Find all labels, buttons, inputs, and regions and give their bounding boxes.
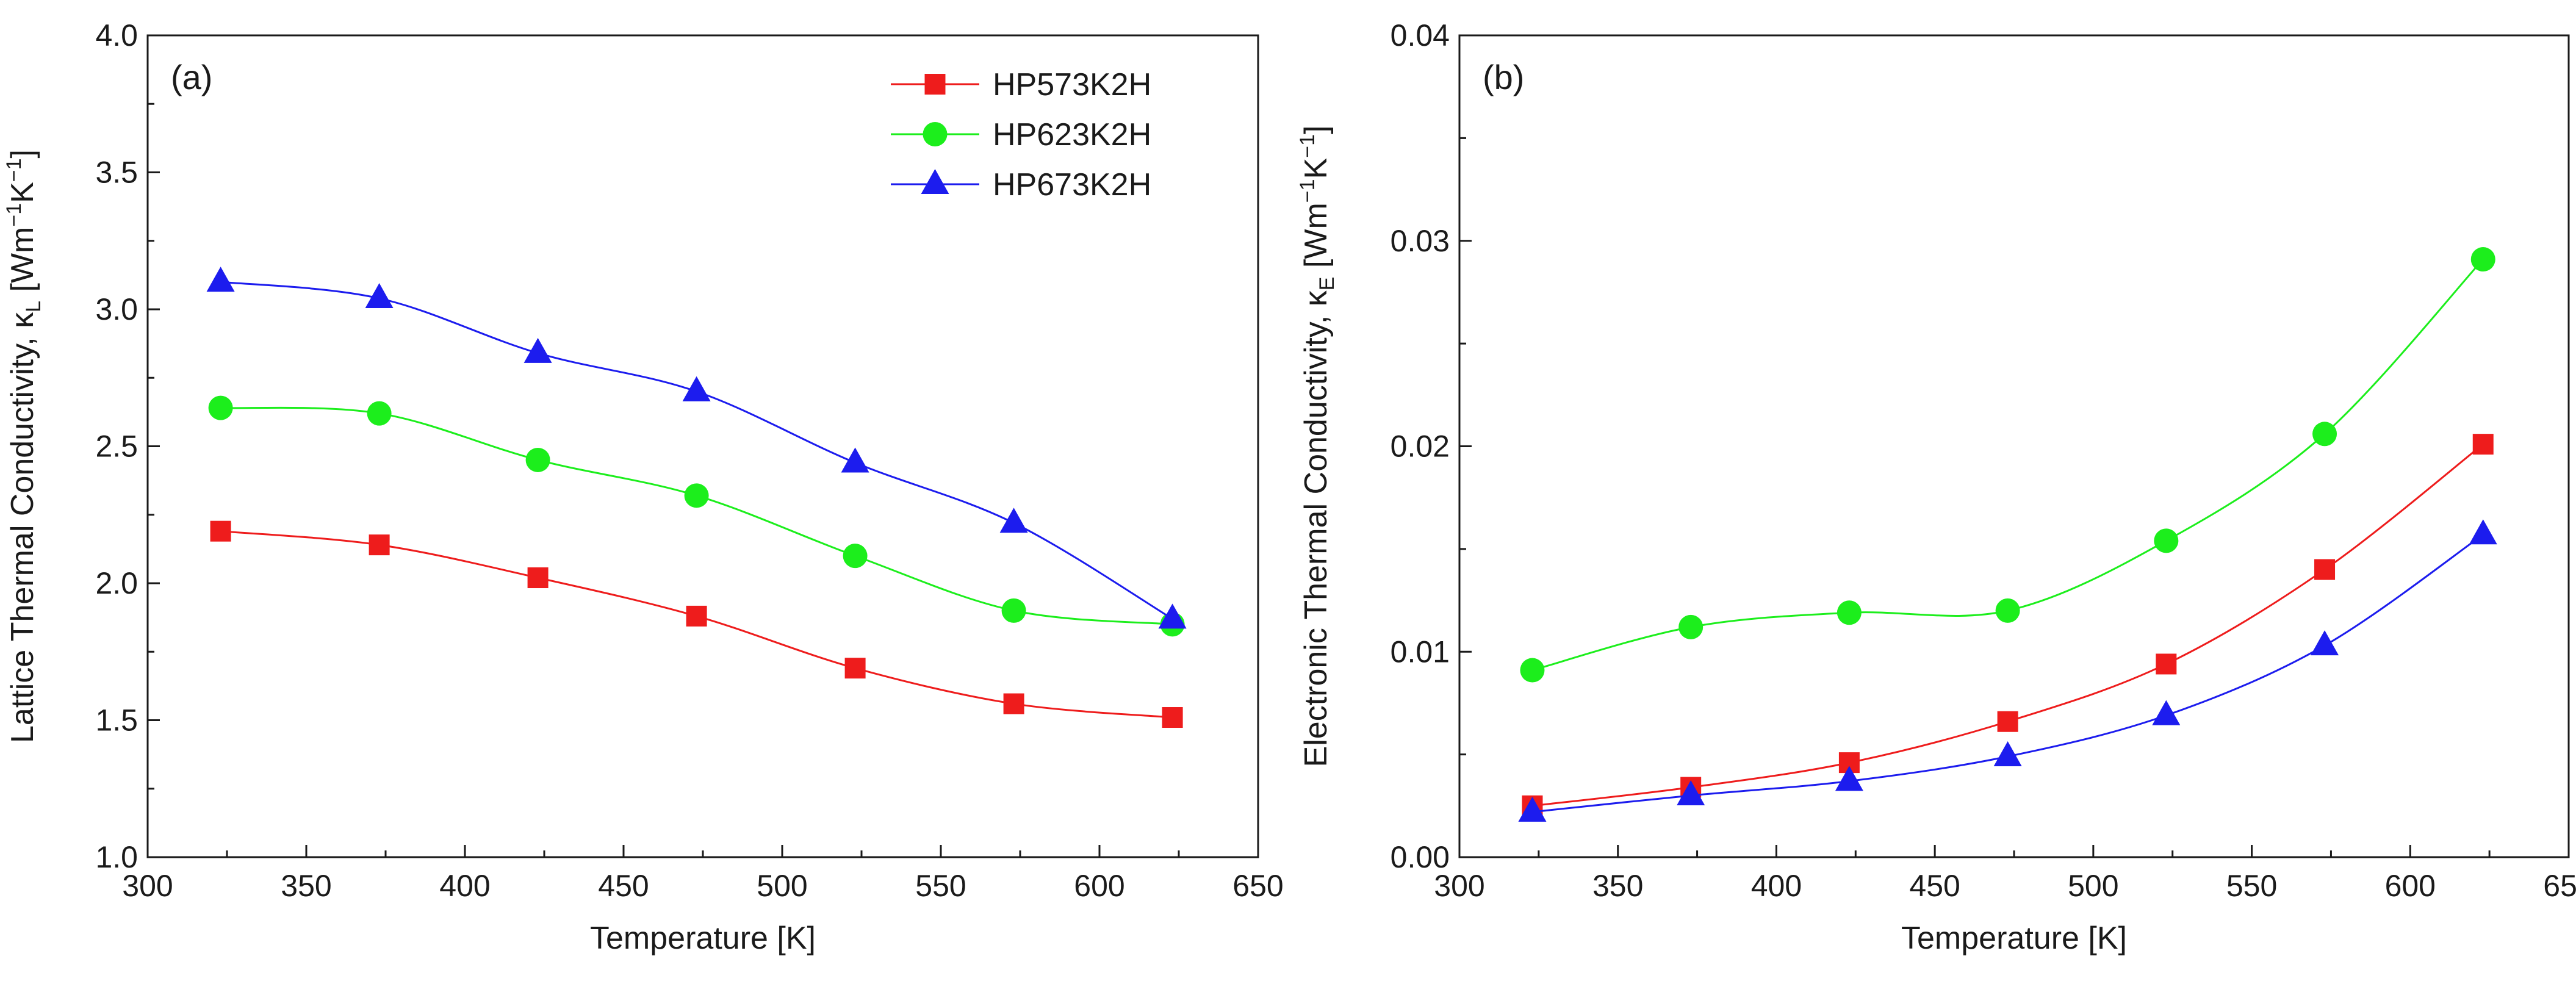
- data-point: [2472, 434, 2494, 455]
- chart-panel-b: 300 350 400 450 500 550 600 650 0.00 0.01 0.02 0.03…: [1296, 18, 2576, 956]
- data-point: [523, 337, 552, 363]
- x-axis-title: Temperature [K]: [590, 921, 816, 956]
- data-point: [2154, 528, 2179, 553]
- x-tick-label: 300: [122, 869, 173, 903]
- data-point: [365, 283, 394, 309]
- legend-marker: [921, 169, 949, 194]
- x-tick-label: 500: [2068, 869, 2118, 903]
- y-axis-title: Electronic Thermal Conductivity, κE [Wm−…: [1296, 126, 1339, 767]
- series-HP623K2H: [208, 395, 1185, 637]
- data-point: [686, 605, 707, 627]
- data-point: [843, 544, 868, 569]
- y-tick-label: 0.01: [1391, 634, 1450, 669]
- legend: HP573K2H HP623K2H HP673K2H: [891, 67, 1151, 203]
- data-point: [1520, 658, 1545, 683]
- data-point: [2152, 700, 2181, 725]
- y-tick-label: 3.0: [95, 292, 138, 326]
- x-tick-label: 400: [1751, 869, 1802, 903]
- data-point: [2312, 422, 2337, 447]
- chart-panel-a: 300 350 400 450 500 550 600 650 1.0 1.5 2.0 2.5 3.0 3…: [2, 18, 1284, 956]
- legend-label: HP673K2H: [993, 167, 1151, 203]
- data-point: [1001, 598, 1026, 623]
- data-point: [2314, 559, 2336, 580]
- y-tick-label: 0.04: [1391, 18, 1450, 52]
- data-point: [367, 401, 392, 426]
- y-tick-label: 0.00: [1391, 840, 1450, 874]
- data-point: [369, 534, 390, 556]
- data-point: [206, 267, 235, 292]
- x-tick-label: 600: [2385, 869, 2436, 903]
- legend-label: HP623K2H: [993, 117, 1151, 153]
- x-tick-label: 450: [598, 869, 649, 903]
- data-point: [1158, 603, 1187, 629]
- panel-label: (a): [171, 58, 212, 96]
- data-point: [999, 508, 1028, 533]
- y-tick-label: 1.0: [95, 840, 138, 874]
- plot-frame: [146, 34, 1259, 858]
- data-point: [1518, 796, 1547, 822]
- data-point: [2470, 247, 2495, 272]
- y-axis-title: Lattice Thermal Conductivity, κL [Wm−1K−…: [2, 149, 45, 743]
- x-tick-label: 550: [2226, 869, 2277, 903]
- series-line: [220, 281, 1173, 620]
- data-point: [841, 447, 869, 473]
- series-HP673K2H: [1518, 519, 2497, 822]
- legend-marker: [924, 74, 946, 95]
- x-tick-label: 350: [1592, 869, 1643, 903]
- data-point: [1997, 711, 2018, 732]
- series-HP623K2H: [1520, 247, 2495, 683]
- data-point: [527, 567, 549, 589]
- data-point: [1837, 600, 1862, 625]
- series-line: [1532, 534, 2484, 813]
- data-point: [682, 376, 711, 401]
- x-tick-label: 400: [439, 869, 490, 903]
- y-tick-label: 1.5: [95, 703, 138, 738]
- y-tick-label: 0.03: [1391, 224, 1450, 258]
- series-line: [220, 406, 1173, 625]
- series-HP673K2H: [206, 267, 1187, 629]
- panel-label: (b): [1483, 58, 1524, 96]
- series-HP573K2H: [210, 520, 1183, 728]
- data-point: [1162, 707, 1183, 728]
- legend-label: HP573K2H: [993, 67, 1151, 102]
- data-point: [684, 483, 709, 508]
- data-point: [2311, 630, 2339, 656]
- data-point: [525, 447, 550, 472]
- data-point: [1678, 614, 1704, 639]
- data-point: [208, 395, 233, 420]
- data-point: [210, 520, 231, 542]
- data-point: [2469, 519, 2497, 545]
- data-point: [1677, 780, 1705, 805]
- data-point: [1995, 598, 2020, 623]
- x-tick-label: 650: [1232, 869, 1283, 903]
- data-point: [1835, 766, 1863, 791]
- data-point: [1003, 693, 1024, 714]
- y-tick-label: 4.0: [95, 18, 138, 52]
- plot-frame: [1458, 34, 2570, 858]
- x-tick-label: 450: [1909, 869, 1960, 903]
- x-tick-label: 600: [1074, 869, 1124, 903]
- data-point: [1993, 741, 2022, 766]
- data-point: [844, 658, 866, 679]
- legend-marker: [923, 122, 948, 146]
- x-axis-title: Temperature [K]: [1901, 921, 2127, 956]
- y-tick-label: 2.0: [95, 566, 138, 600]
- x-tick-label: 550: [915, 869, 966, 903]
- y-tick-label: 2.5: [95, 429, 138, 464]
- x-tick-label: 650: [2543, 869, 2576, 903]
- y-tick-label: 0.02: [1391, 429, 1450, 464]
- x-tick-label: 300: [1434, 869, 1484, 903]
- x-tick-label: 500: [757, 869, 807, 903]
- data-point: [2156, 653, 2177, 675]
- x-tick-label: 350: [281, 869, 331, 903]
- y-tick-label: 3.5: [95, 156, 138, 190]
